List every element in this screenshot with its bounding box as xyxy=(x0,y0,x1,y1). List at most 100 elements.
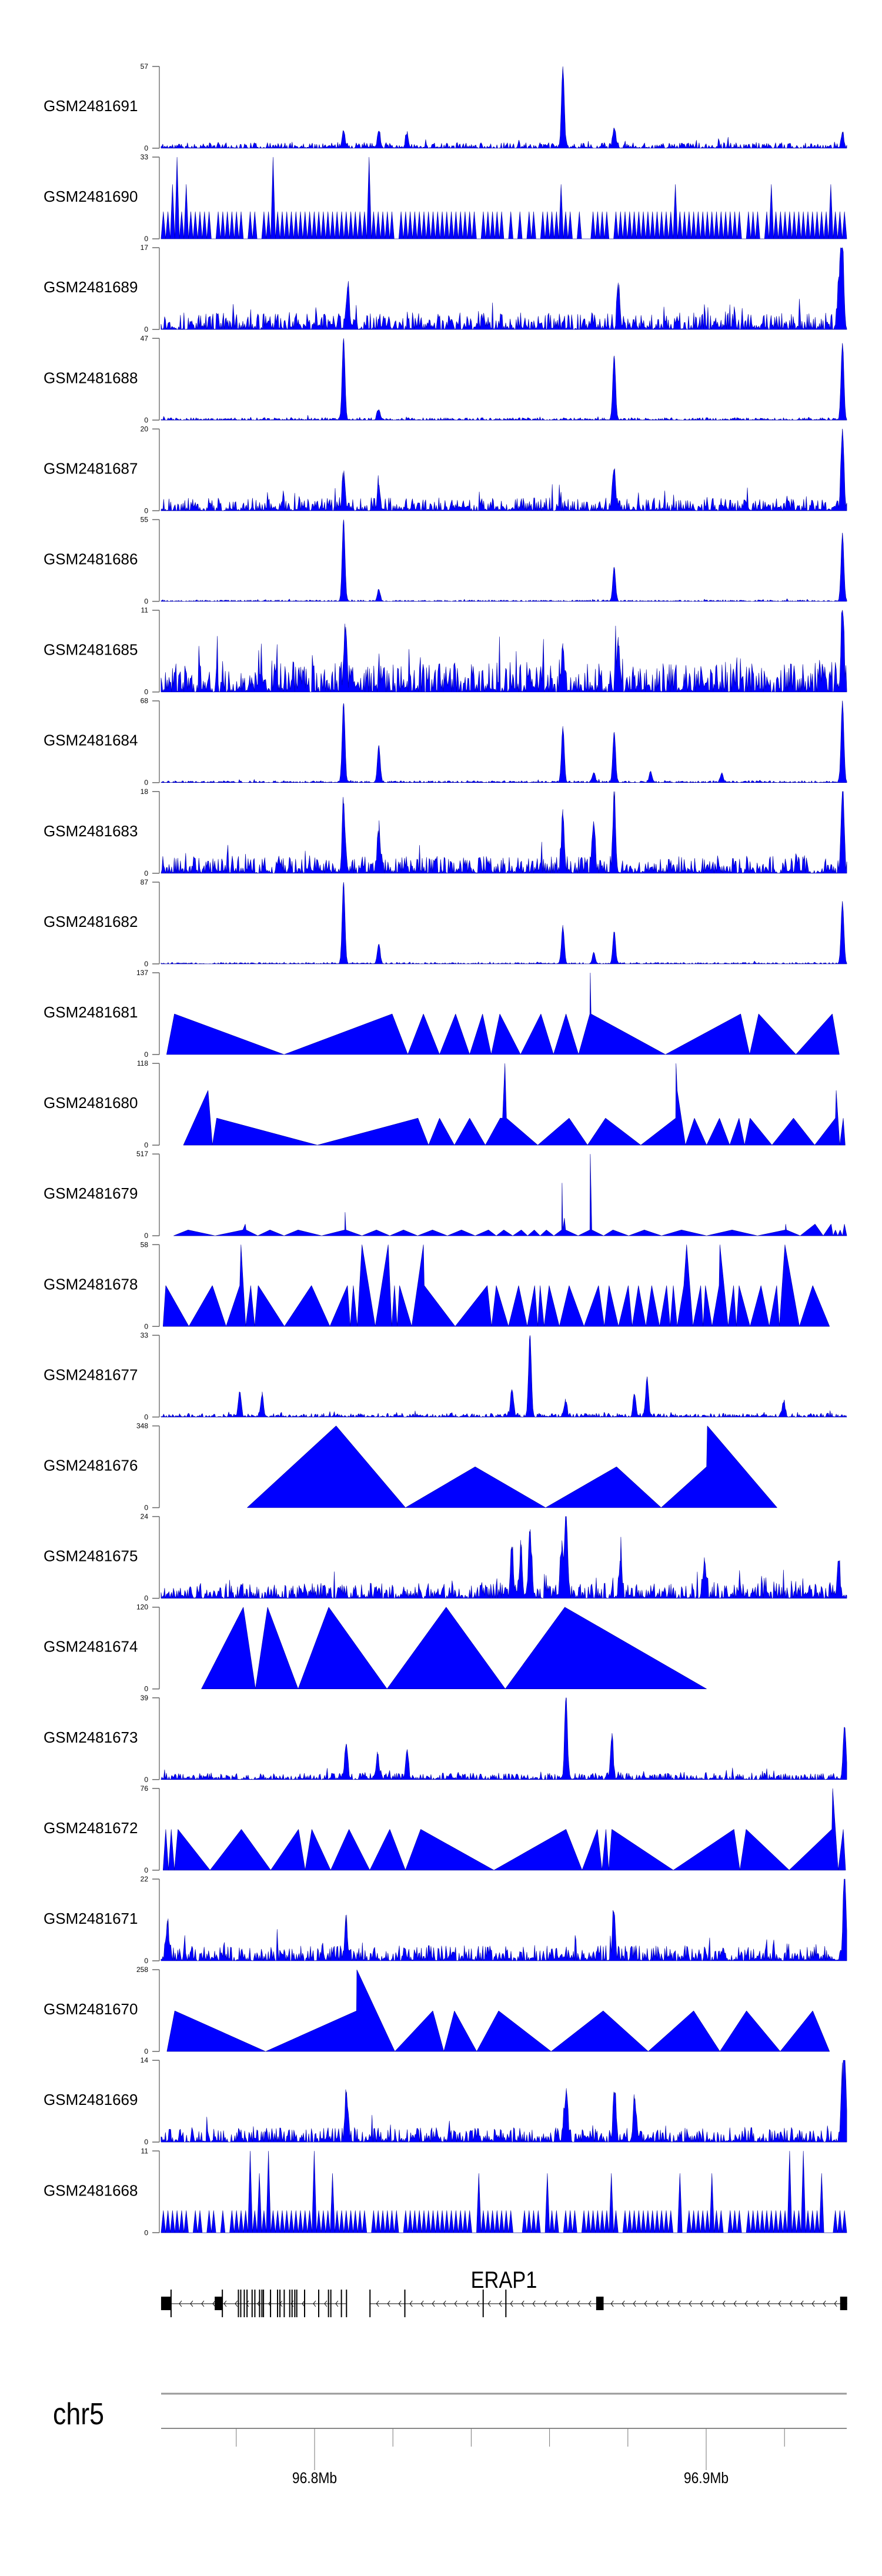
track-label: GSM2481691 xyxy=(44,97,138,115)
track-label: GSM2481685 xyxy=(44,641,138,659)
signal-area-GSM2481671 xyxy=(161,1878,847,1961)
exon xyxy=(296,2290,298,2317)
strand-arrow-icon xyxy=(689,2300,692,2307)
track-label: GSM2481676 xyxy=(44,1457,138,1474)
y-axis-max-label: 55 xyxy=(141,516,149,524)
signal-area-GSM2481689 xyxy=(161,247,847,330)
exon xyxy=(279,2290,281,2317)
track-GSM2481672: GSM2481672 76 0 xyxy=(44,1784,846,1874)
y-axis-min-label: 0 xyxy=(144,1413,148,1421)
track-GSM2481675: GSM2481675 24 0 xyxy=(44,1513,847,1603)
strand-arrow-icon xyxy=(744,2300,748,2307)
signal-area-GSM2481678 xyxy=(163,1244,830,1327)
exon xyxy=(261,2290,263,2317)
y-axis-max-label: 58 xyxy=(141,1240,149,1249)
exon xyxy=(270,2290,272,2317)
track-GSM2481669: GSM2481669 14 0 xyxy=(44,2056,847,2146)
signal-area-GSM2481683 xyxy=(161,791,847,874)
chromosome-label: chr5 xyxy=(53,2397,104,2431)
track-GSM2481677: GSM2481677 33 0 xyxy=(44,1331,847,1421)
track-GSM2481673: GSM2481673 39 0 xyxy=(44,1694,847,1784)
strand-arrow-icon xyxy=(324,2300,328,2307)
exon xyxy=(240,2290,242,2317)
exon xyxy=(340,2290,342,2317)
track-GSM2481682: GSM2481682 87 0 xyxy=(44,878,847,968)
y-axis-max-label: 120 xyxy=(136,1603,148,1611)
track-label: GSM2481684 xyxy=(44,732,138,749)
track-GSM2481668: GSM2481668 11 0 xyxy=(44,2147,847,2237)
strand-arrow-icon xyxy=(655,2300,659,2307)
strand-arrow-icon xyxy=(733,2300,737,2307)
signal-area-GSM2481684 xyxy=(161,700,847,783)
exon xyxy=(170,2290,172,2317)
track-label: GSM2481679 xyxy=(44,1184,138,1202)
exon xyxy=(283,2290,285,2317)
signal-area-GSM2481674 xyxy=(201,1607,707,1689)
exon xyxy=(369,2290,371,2317)
track-label: GSM2481669 xyxy=(44,2091,138,2108)
strand-arrow-icon xyxy=(532,2300,536,2307)
y-axis-max-label: 18 xyxy=(141,788,149,796)
y-axis-min-label: 0 xyxy=(144,1050,148,1059)
track-label: GSM2481678 xyxy=(44,1275,138,1293)
signal-area-GSM2481688 xyxy=(161,338,847,421)
y-axis-min-label: 0 xyxy=(144,144,148,152)
track-label: GSM2481690 xyxy=(44,188,138,205)
exon xyxy=(346,2290,348,2317)
exon xyxy=(215,2297,222,2310)
strand-arrow-icon xyxy=(834,2300,837,2307)
track-label: GSM2481671 xyxy=(44,1910,138,1927)
track-label: GSM2481673 xyxy=(44,1729,138,1746)
track-GSM2481689: GSM2481689 17 0 xyxy=(44,243,847,333)
strand-arrow-icon xyxy=(521,2300,524,2307)
track-label: GSM2481672 xyxy=(44,1819,138,1837)
strand-arrow-icon xyxy=(499,2300,502,2307)
y-axis-min-label: 0 xyxy=(144,1866,148,1874)
track-GSM2481674: GSM2481674 120 0 xyxy=(44,1603,707,1693)
signal-area-GSM2481691 xyxy=(161,66,847,149)
exon xyxy=(328,2290,329,2317)
track-label: GSM2481677 xyxy=(44,1366,138,1383)
track-label: GSM2481668 xyxy=(44,2181,138,2199)
strand-arrow-icon xyxy=(376,2300,379,2307)
track-GSM2481678: GSM2481678 58 0 xyxy=(44,1240,830,1330)
signal-area-GSM2481673 xyxy=(161,1697,847,1780)
strand-arrow-icon xyxy=(443,2300,446,2307)
strand-arrow-icon xyxy=(722,2300,726,2307)
track-label: GSM2481682 xyxy=(44,913,138,930)
track-label: GSM2481686 xyxy=(44,550,138,568)
genome-axis: chr5 96.8Mb 96.9Mb xyxy=(53,2393,847,2487)
strand-arrow-icon xyxy=(246,2300,249,2307)
exon xyxy=(291,2290,293,2317)
y-axis-max-label: 20 xyxy=(141,425,149,433)
exon xyxy=(238,2290,239,2317)
axis-tick-label: 96.8Mb xyxy=(292,2470,337,2487)
track-GSM2481687: GSM2481687 20 0 xyxy=(44,425,847,515)
y-axis-max-label: 39 xyxy=(141,1694,149,1702)
strand-arrow-icon xyxy=(823,2300,826,2307)
strand-arrow-icon xyxy=(811,2300,815,2307)
y-axis-max-label: 22 xyxy=(141,1875,149,1883)
strand-arrow-icon xyxy=(420,2300,424,2307)
y-axis-max-label: 118 xyxy=(137,1059,148,1067)
strand-arrow-icon xyxy=(677,2300,681,2307)
track-GSM2481671: GSM2481671 22 0 xyxy=(44,1875,847,1965)
y-axis-max-label: 24 xyxy=(141,1513,149,1521)
data-tracks: GSM2481691570GSM2481690330GSM2481689170G… xyxy=(44,62,847,2237)
track-GSM2481688: GSM2481688 47 0 xyxy=(44,334,847,424)
signal-area-GSM2481675 xyxy=(161,1516,847,1599)
strand-arrow-icon xyxy=(711,2300,714,2307)
strand-arrow-icon xyxy=(223,2300,227,2307)
track-GSM2481676: GSM2481676 348 0 xyxy=(44,1422,777,1512)
y-axis-min-label: 0 xyxy=(144,1141,148,1149)
track-GSM2481683: GSM2481683 18 0 xyxy=(44,788,847,877)
y-axis-min-label: 0 xyxy=(144,325,148,333)
exon xyxy=(251,2290,253,2317)
y-axis-max-label: 33 xyxy=(141,1331,149,1339)
strand-arrow-icon xyxy=(800,2300,804,2307)
signal-area-GSM2481682 xyxy=(161,882,847,965)
y-axis-min-label: 0 xyxy=(144,1232,148,1240)
strand-arrow-icon xyxy=(409,2300,413,2307)
track-GSM2481691: GSM2481691 57 0 xyxy=(44,62,847,152)
